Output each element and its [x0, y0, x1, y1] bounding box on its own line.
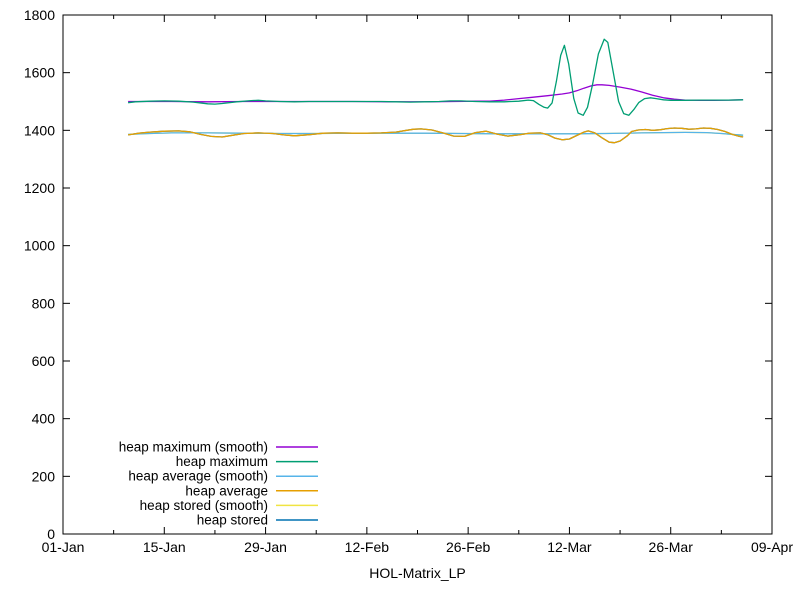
y-tick-label-600: 600	[32, 353, 56, 369]
x-tick-label-29-jan: 29-Jan	[244, 539, 287, 555]
y-tick-label-800: 800	[32, 295, 56, 311]
x-tick-label-15-jan: 15-Jan	[143, 539, 186, 555]
legend-label-heap-maximum: heap maximum	[176, 454, 268, 469]
x-tick-label-26-feb: 26-Feb	[446, 539, 491, 555]
y-tick-label-1200: 1200	[24, 180, 55, 196]
x-axis-label: HOL-Matrix_LP	[369, 565, 465, 581]
y-tick-label-1400: 1400	[24, 122, 55, 138]
legend-label-heap-stored: heap stored	[197, 513, 268, 528]
x-tick-label-09-apr: 09-Apr	[751, 539, 793, 555]
x-tick-label-12-mar: 12-Mar	[547, 539, 592, 555]
y-tick-label-0: 0	[47, 526, 55, 542]
legend-label-heap-maximum-smooth: heap maximum (smooth)	[119, 440, 268, 455]
x-tick-label-12-feb: 12-Feb	[345, 539, 390, 555]
x-tick-label-01-jan: 01-Jan	[42, 539, 85, 555]
series-heap-maximum	[128, 38, 744, 116]
x-tick-label-26-mar: 26-Mar	[649, 539, 694, 555]
y-tick-label-200: 200	[32, 468, 56, 484]
legend-label-heap-average-smooth: heap average (smooth)	[128, 469, 268, 484]
y-tick-label-400: 400	[32, 411, 56, 427]
series-heap-average	[127, 127, 744, 144]
series-heap-average-smooth	[128, 131, 744, 136]
y-tick-label-1600: 1600	[24, 65, 55, 81]
legend-label-heap-stored-smooth: heap stored (smooth)	[140, 498, 268, 513]
y-tick-label-1000: 1000	[24, 238, 55, 254]
y-tick-label-1800: 1800	[24, 7, 55, 23]
legend-label-heap-average: heap average	[185, 483, 268, 498]
